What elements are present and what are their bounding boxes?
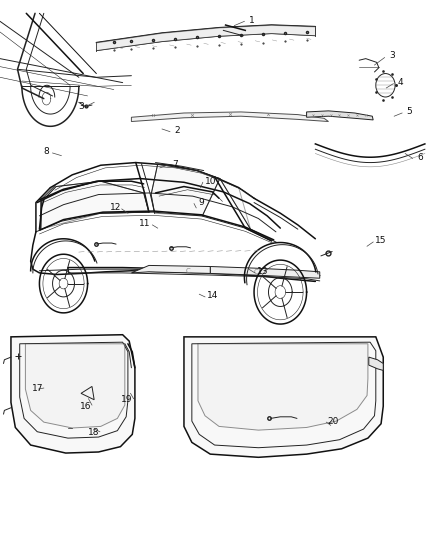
Text: C: C	[186, 268, 191, 274]
Text: 9: 9	[198, 198, 205, 207]
Text: 10: 10	[205, 177, 216, 185]
Polygon shape	[41, 181, 149, 229]
Polygon shape	[215, 177, 251, 229]
Text: 3: 3	[78, 102, 84, 111]
Polygon shape	[198, 344, 368, 430]
Text: 3: 3	[389, 52, 395, 60]
Text: 15: 15	[375, 237, 387, 245]
Text: 13: 13	[257, 268, 268, 276]
Text: C: C	[254, 269, 258, 275]
Text: 14: 14	[207, 292, 218, 300]
Polygon shape	[307, 111, 373, 120]
Text: 2: 2	[175, 126, 180, 135]
Polygon shape	[96, 25, 315, 51]
Polygon shape	[131, 112, 328, 122]
Text: 1: 1	[249, 16, 255, 25]
Polygon shape	[25, 344, 125, 428]
Text: 12: 12	[110, 204, 122, 212]
Text: 17: 17	[32, 384, 43, 392]
Text: 5: 5	[406, 108, 413, 116]
Text: 6: 6	[417, 153, 424, 161]
Text: 20: 20	[327, 417, 339, 425]
Polygon shape	[184, 337, 383, 457]
Polygon shape	[151, 164, 220, 216]
Text: 11: 11	[139, 220, 150, 228]
Text: 16: 16	[80, 402, 91, 410]
Polygon shape	[11, 335, 135, 453]
Polygon shape	[131, 265, 210, 273]
Text: 7: 7	[172, 160, 178, 168]
Polygon shape	[210, 266, 320, 278]
Text: 18: 18	[88, 429, 100, 437]
Text: 4: 4	[398, 78, 403, 87]
Text: 8: 8	[43, 148, 49, 156]
Text: 19: 19	[121, 395, 133, 404]
Polygon shape	[369, 357, 383, 370]
